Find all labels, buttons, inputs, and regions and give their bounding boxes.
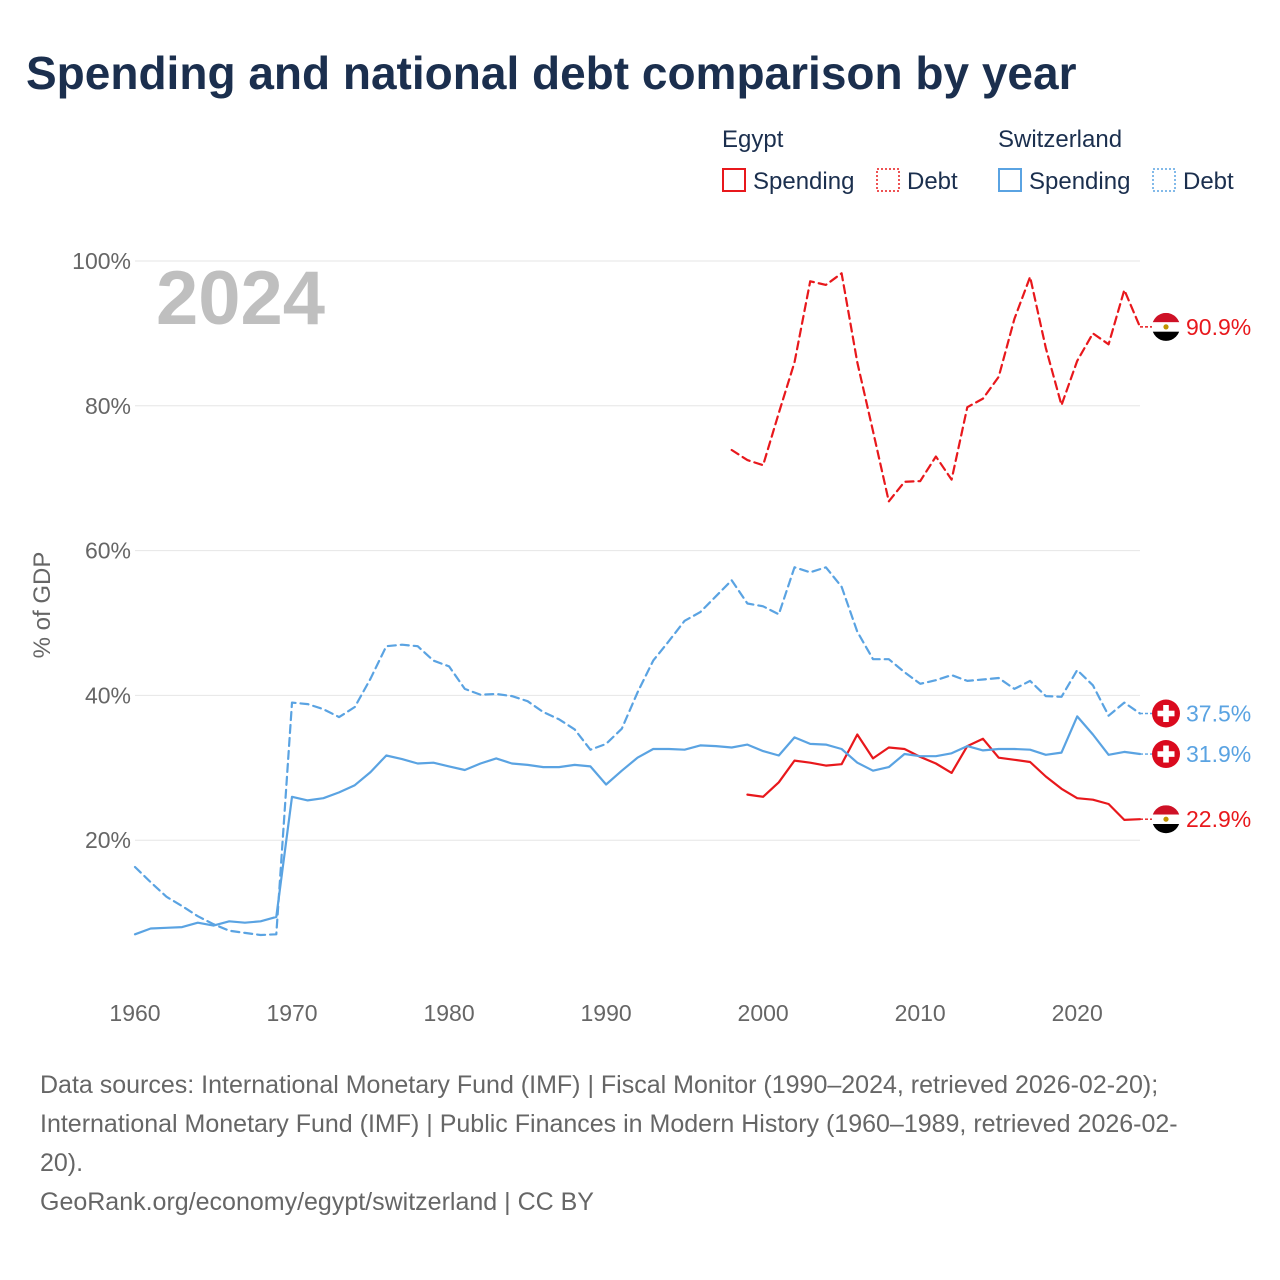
x-tick-label: 1980 xyxy=(423,1000,474,1026)
axes: 20% 40% 60% 80% 100% 1960 1970 1980 1990 2000 2010… xyxy=(72,248,1103,1026)
series-egypt-spending xyxy=(746,733,1142,822)
end-value-label: 22.9% xyxy=(1186,806,1251,832)
legend-label-debt: Debt xyxy=(1183,168,1234,195)
chart-title: Spending and national debt comparison by… xyxy=(26,47,1077,99)
x-tick-label: 1960 xyxy=(109,1000,160,1026)
flag-stripe-red xyxy=(1152,805,1180,815)
source-line-1: Data sources: International Monetary Fun… xyxy=(40,1071,1159,1099)
flag-cross-h xyxy=(1157,710,1175,717)
switzerland-flag-icon xyxy=(1152,740,1180,769)
legend: Egypt Spending Debt Switzerland Spending Debt xyxy=(722,126,1234,195)
year-watermark: 2024 xyxy=(156,256,325,341)
legend-group-egypt: Egypt xyxy=(722,126,784,153)
legend-group-switzerland: Switzerland xyxy=(998,126,1122,153)
egypt-flag-icon xyxy=(1152,805,1180,834)
end-value-label: 31.9% xyxy=(1186,741,1251,767)
flag-eagle xyxy=(1163,324,1169,330)
chart: 2024 20% 40% 60% 80% 100% 1960 1970 1980 1990 200… xyxy=(29,126,1251,1026)
y-tick-label: 100% xyxy=(72,248,131,274)
source-line-2: International Monetary Fund (IMF) | Publ… xyxy=(40,1110,1178,1138)
flag-cross-h xyxy=(1157,751,1175,757)
legend-swatch-spending xyxy=(722,168,746,192)
end-markers: 90.9% 22.9% 37.5% 31.9% xyxy=(1140,312,1251,834)
legend-swatch-spending xyxy=(998,168,1022,192)
x-tick-label: 2020 xyxy=(1052,1000,1103,1026)
legend-label-spending: Spending xyxy=(753,168,854,195)
end-value-label: 90.9% xyxy=(1186,314,1251,340)
source-line-3: 20). xyxy=(40,1149,84,1177)
y-tick-label: 60% xyxy=(85,538,131,564)
y-tick-label: 40% xyxy=(85,682,131,708)
legend-label-spending: Spending xyxy=(1029,168,1130,195)
flag-stripes xyxy=(1152,312,1180,341)
x-tick-label: 1990 xyxy=(581,1000,632,1026)
y-tick-label: 20% xyxy=(85,827,131,853)
flag-stripe-black xyxy=(1152,331,1180,341)
grid xyxy=(135,260,1140,841)
flag-stripes xyxy=(1152,805,1180,834)
end-value-label: 37.5% xyxy=(1186,701,1251,727)
switzerland-flag-icon xyxy=(1152,699,1180,728)
x-tick-label: 1970 xyxy=(266,1000,317,1026)
series-switzerland-debt xyxy=(133,566,1142,937)
legend-label-debt: Debt xyxy=(907,168,958,195)
flag-eagle xyxy=(1163,816,1169,822)
flag-stripe-red xyxy=(1152,312,1180,323)
y-axis-label: % of GDP xyxy=(29,552,56,659)
x-tick-label: 2000 xyxy=(738,1000,789,1026)
series-switzerland-spending xyxy=(133,715,1142,936)
x-tick-label: 2010 xyxy=(895,1000,946,1026)
legend-swatch-debt xyxy=(876,168,900,192)
egypt-flag-icon xyxy=(1152,312,1180,341)
series xyxy=(133,272,1142,937)
sources: Data sources: International Monetary Fun… xyxy=(40,1066,1240,1222)
attribution-link[interactable]: GeoRank.org/economy/egypt/switzerland | … xyxy=(40,1188,594,1216)
legend-swatch-debt xyxy=(1152,168,1176,192)
series-egypt-debt xyxy=(730,272,1142,503)
y-tick-label: 80% xyxy=(85,393,131,419)
flag-stripe-black xyxy=(1152,824,1180,834)
